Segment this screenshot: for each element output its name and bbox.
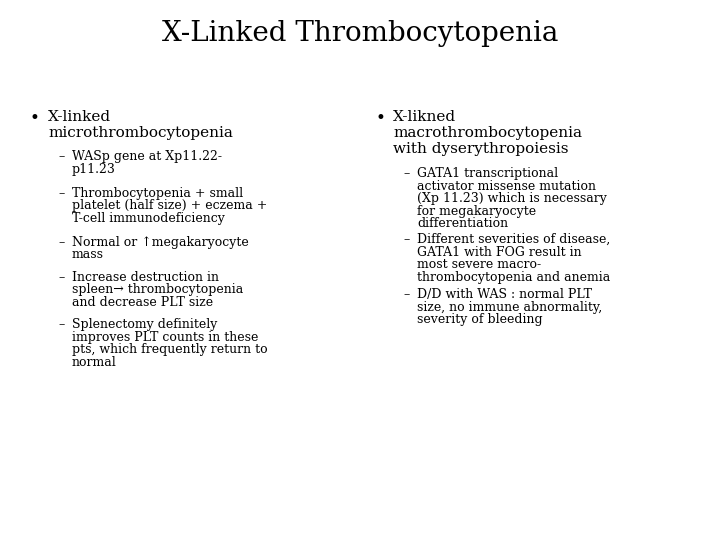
Text: –: – bbox=[58, 150, 64, 163]
Text: and decrease PLT size: and decrease PLT size bbox=[72, 296, 213, 309]
Text: improves PLT counts in these: improves PLT counts in these bbox=[72, 330, 258, 343]
Text: Normal or ↑megakaryocyte: Normal or ↑megakaryocyte bbox=[72, 236, 248, 249]
Text: mass: mass bbox=[72, 248, 104, 261]
Text: –: – bbox=[403, 288, 409, 301]
Text: Increase destruction in: Increase destruction in bbox=[72, 271, 219, 284]
Text: T-cell immunodeficiency: T-cell immunodeficiency bbox=[72, 212, 225, 225]
Text: for megakaryocyte: for megakaryocyte bbox=[417, 205, 536, 218]
Text: size, no immune abnormality,: size, no immune abnormality, bbox=[417, 300, 602, 314]
Text: •: • bbox=[375, 110, 385, 127]
Text: platelet (half size) + eczema +: platelet (half size) + eczema + bbox=[72, 199, 267, 213]
Text: with dyserythropoiesis: with dyserythropoiesis bbox=[393, 142, 569, 156]
Text: pts, which frequently return to: pts, which frequently return to bbox=[72, 343, 268, 356]
Text: normal: normal bbox=[72, 355, 117, 368]
Text: –: – bbox=[403, 233, 409, 246]
Text: activator missense mutation: activator missense mutation bbox=[417, 179, 596, 192]
Text: severity of bleeding: severity of bleeding bbox=[417, 313, 543, 326]
Text: •: • bbox=[30, 110, 40, 127]
Text: microthrombocytopenia: microthrombocytopenia bbox=[48, 126, 233, 140]
Text: GATA1 transcriptional: GATA1 transcriptional bbox=[417, 167, 558, 180]
Text: D/D with WAS : normal PLT: D/D with WAS : normal PLT bbox=[417, 288, 592, 301]
Text: spleen→ thrombocytopenia: spleen→ thrombocytopenia bbox=[72, 284, 243, 296]
Text: –: – bbox=[403, 167, 409, 180]
Text: p11.23: p11.23 bbox=[72, 163, 116, 176]
Text: most severe macro-: most severe macro- bbox=[417, 258, 541, 271]
Text: differentiation: differentiation bbox=[417, 217, 508, 230]
Text: macrothrombocytopenia: macrothrombocytopenia bbox=[393, 126, 582, 140]
Text: Thrombocytopenia + small: Thrombocytopenia + small bbox=[72, 187, 243, 200]
Text: –: – bbox=[58, 236, 64, 249]
Text: GATA1 with FOG result in: GATA1 with FOG result in bbox=[417, 246, 582, 259]
Text: thrombocytopenia and anemia: thrombocytopenia and anemia bbox=[417, 271, 611, 284]
Text: (Xp 11.23) which is necessary: (Xp 11.23) which is necessary bbox=[417, 192, 607, 205]
Text: X-Linked Thrombocytopenia: X-Linked Thrombocytopenia bbox=[162, 20, 558, 47]
Text: –: – bbox=[58, 318, 64, 331]
Text: Splenectomy definitely: Splenectomy definitely bbox=[72, 318, 217, 331]
Text: –: – bbox=[58, 187, 64, 200]
Text: Different severities of disease,: Different severities of disease, bbox=[417, 233, 611, 246]
Text: –: – bbox=[58, 271, 64, 284]
Text: X-linked: X-linked bbox=[48, 110, 111, 124]
Text: X-likned: X-likned bbox=[393, 110, 456, 124]
Text: WASp gene at Xp11.22-: WASp gene at Xp11.22- bbox=[72, 150, 222, 163]
